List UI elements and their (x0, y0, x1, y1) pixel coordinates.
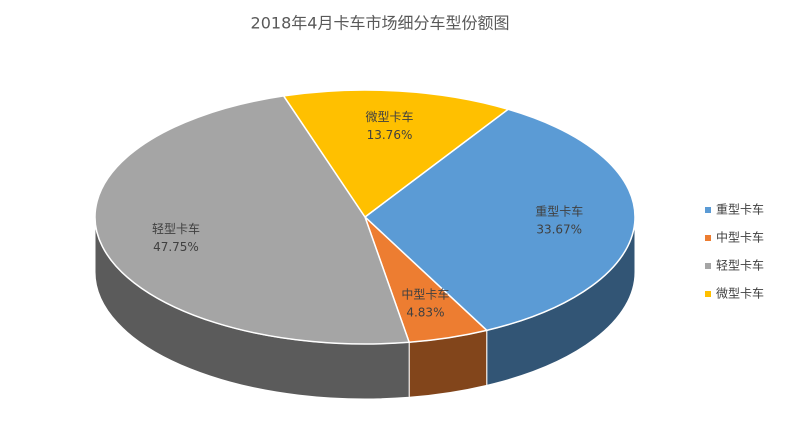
legend-label: 微型卡车 (716, 286, 764, 301)
slice-label-name: 中型卡车 (401, 286, 449, 301)
chart-title: 2018年4月卡车市场细分车型份额图 (251, 14, 510, 33)
slice-label-value: 33.67% (536, 223, 582, 237)
slice-label-name: 轻型卡车 (152, 221, 200, 236)
legend-swatch (705, 235, 711, 241)
legend-swatch (705, 207, 711, 213)
slice-label-name: 重型卡车 (535, 204, 583, 219)
slice-label-value: 4.83% (406, 305, 444, 319)
slice (363, 108, 636, 332)
legend-label: 轻型卡车 (716, 258, 764, 273)
slice (94, 95, 411, 345)
legend-swatch (705, 291, 711, 297)
slice-label-name: 微型卡车 (365, 109, 413, 124)
slice-label-value: 13.76% (367, 128, 413, 142)
legend-label: 重型卡车 (716, 202, 764, 217)
legend-swatch (705, 263, 711, 269)
slice (282, 89, 510, 219)
legend-label: 中型卡车 (716, 230, 764, 245)
slice-label-value: 47.75% (153, 240, 199, 254)
